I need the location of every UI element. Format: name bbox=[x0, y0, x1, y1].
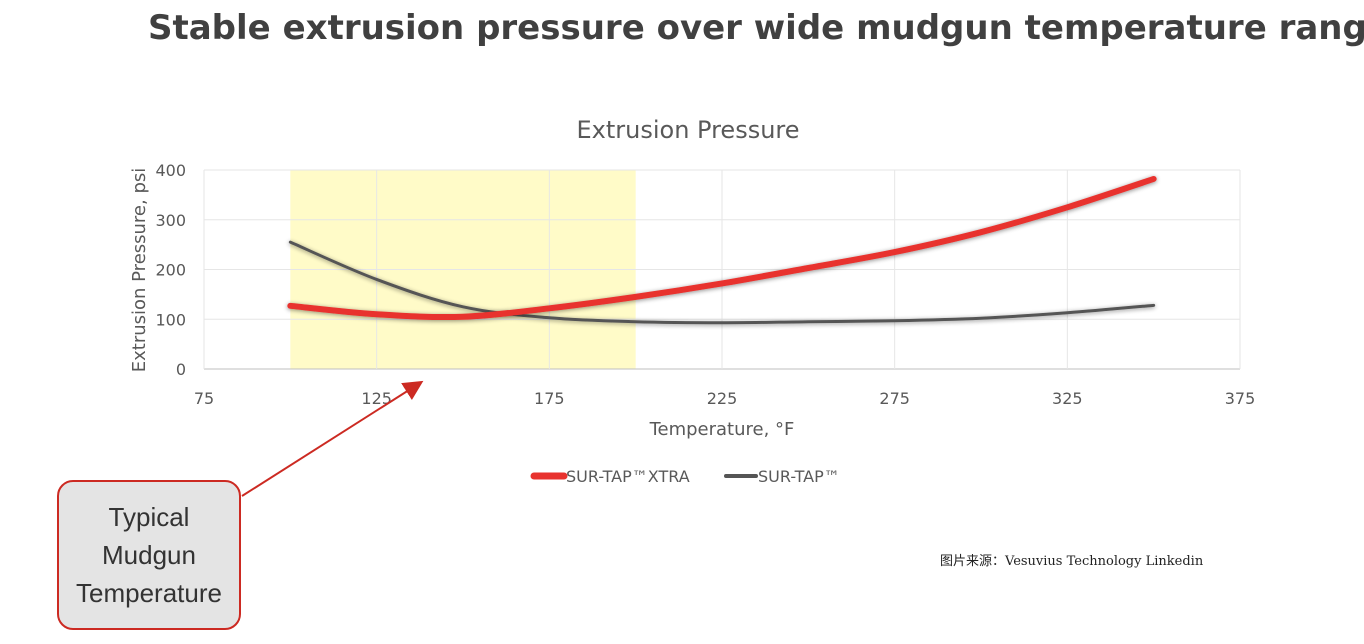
x-tick-label: 325 bbox=[1052, 389, 1083, 408]
y-tick-label: 0 bbox=[176, 360, 186, 379]
y-tick-label: 200 bbox=[155, 261, 186, 280]
series-line bbox=[288, 240, 1156, 325]
x-tick-label: 225 bbox=[707, 389, 738, 408]
x-tick-label: 275 bbox=[879, 389, 910, 408]
callout-text: Typical Mudgun Temperature bbox=[76, 502, 222, 608]
legend: SUR-TAP™XTRA SUR-TAP™ bbox=[530, 467, 840, 486]
legend-label: SUR-TAP™ bbox=[758, 467, 840, 486]
x-tick-label: 375 bbox=[1225, 389, 1256, 408]
y-tick-label: 400 bbox=[155, 161, 186, 180]
headline: Stable extrusion pressure over wide mudg… bbox=[148, 8, 1364, 48]
chart-title: Extrusion Pressure bbox=[576, 116, 799, 144]
source-credit: 图片来源：Vesuvius Technology Linkedin bbox=[940, 554, 1204, 569]
legend-label: SUR-TAP™XTRA bbox=[566, 467, 690, 486]
x-tick-label: 75 bbox=[194, 389, 214, 408]
series-line bbox=[287, 175, 1157, 321]
x-tick-label: 125 bbox=[361, 389, 392, 408]
y-axis-label: Extrusion Pressure, psi bbox=[129, 168, 150, 373]
callout-box: Typical Mudgun Temperature bbox=[57, 480, 241, 630]
y-tick-label: 100 bbox=[155, 310, 186, 329]
x-axis-label: Temperature, °F bbox=[649, 419, 795, 440]
x-tick-label: 175 bbox=[534, 389, 565, 408]
callout-arrow bbox=[241, 380, 424, 497]
y-tick-label: 300 bbox=[155, 211, 186, 230]
